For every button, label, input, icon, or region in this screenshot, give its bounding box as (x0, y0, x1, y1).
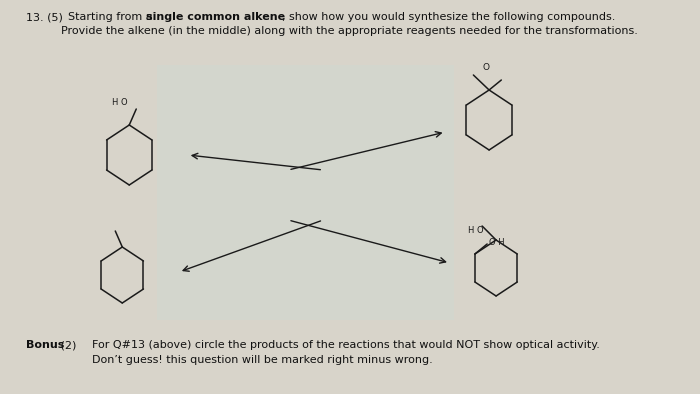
Text: (2): (2) (57, 340, 76, 350)
Text: Starting from a: Starting from a (61, 12, 156, 22)
Text: Bonus: Bonus (26, 340, 64, 350)
Text: H O: H O (112, 98, 127, 107)
Text: 13. (5): 13. (5) (26, 12, 63, 22)
Text: H O: H O (468, 225, 484, 234)
Text: single common alkene: single common alkene (146, 12, 285, 22)
Text: O H: O H (489, 238, 505, 247)
Text: For Q#13 (above) circle the products of the reactions that would NOT show optica: For Q#13 (above) circle the products of … (92, 340, 600, 350)
Text: , show how you would synthesize the following compounds.: , show how you would synthesize the foll… (282, 12, 615, 22)
Text: Don’t guess! this question will be marked right minus wrong.: Don’t guess! this question will be marke… (92, 355, 433, 365)
Text: Provide the alkene (in the middle) along with the appropriate reagents needed fo: Provide the alkene (in the middle) along… (61, 26, 638, 36)
Text: O: O (482, 63, 489, 72)
Bar (158, 65, 454, 320)
